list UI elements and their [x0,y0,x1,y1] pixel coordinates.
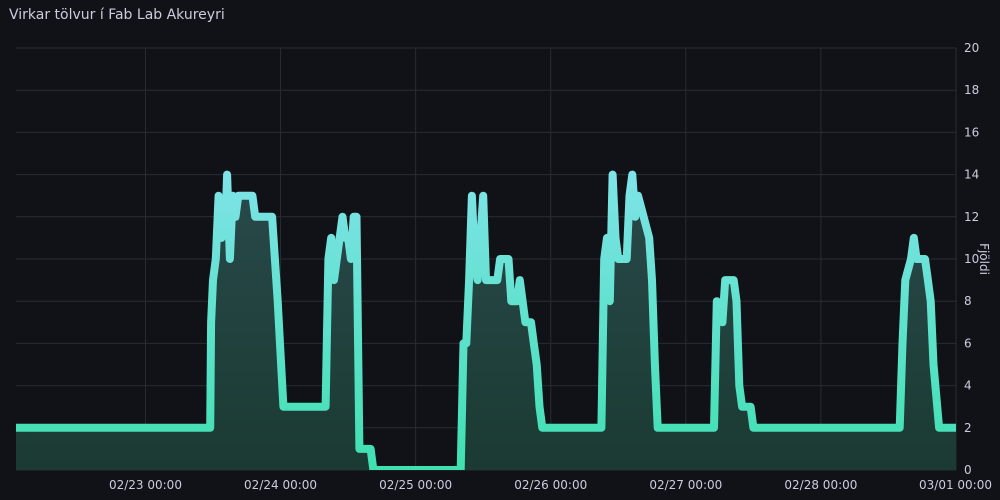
series-area [16,174,956,470]
x-tick-label: 03/01 00:00 [919,478,992,492]
x-tick-label: 02/23 00:00 [109,478,182,492]
y-tick-label: 18 [964,83,979,97]
x-tick-label: 02/26 00:00 [514,478,587,492]
x-tick-label: 02/25 00:00 [379,478,452,492]
x-tick-label: 02/27 00:00 [649,478,722,492]
y-tick-label: 8 [964,294,972,308]
y-tick-label: 4 [964,379,972,393]
y-tick-label: 2 [964,421,972,435]
y-tick-label: 0 [964,463,972,477]
x-axis: 02/23 00:00 02/24 00:00 02/25 00:00 02/26 0… [109,478,992,492]
y-tick-label: 14 [964,168,979,182]
y-tick-label: 16 [964,125,979,139]
panel-title: Virkar tölvur í Fab Lab Akureyri [9,7,225,23]
x-tick-label: 02/24 00:00 [244,478,317,492]
series-layer [16,170,956,470]
y-tick-label: 12 [964,210,979,224]
y-axis: 0 2 4 6 8 10 12 14 16 18 20 [964,41,979,477]
series-line [16,170,956,470]
y-tick-label: 10 [964,252,979,266]
x-tick-label: 02/28 00:00 [784,478,857,492]
y-tick-label: 20 [964,41,979,55]
y-tick-label: 6 [964,336,972,350]
y-axis-title: Fjöldi [977,243,991,275]
